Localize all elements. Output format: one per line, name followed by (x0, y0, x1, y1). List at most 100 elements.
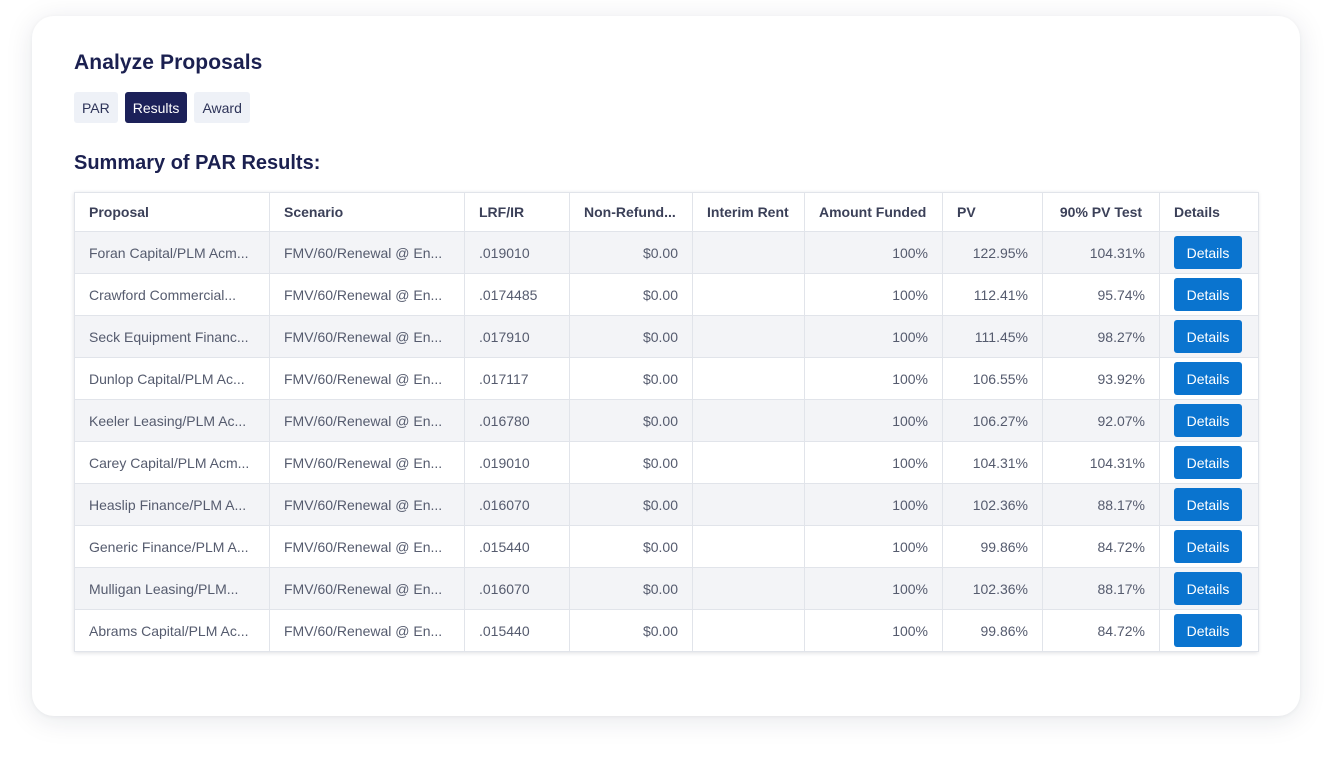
cell-amount-funded: 100% (804, 357, 943, 400)
cell-lrf-ir: .015440 (464, 525, 570, 568)
cell-details: Details (1159, 609, 1259, 652)
cell-amount-funded: 100% (804, 273, 943, 316)
cell-non-refundable: $0.00 (569, 525, 693, 568)
cell-details: Details (1159, 525, 1259, 568)
cell-proposal: Seck Equipment Financ... (74, 315, 270, 358)
cell-pv: 111.45% (942, 315, 1043, 358)
tab-bar: PAR Results Award (74, 92, 250, 123)
cell-lrf-ir: .019010 (464, 231, 570, 274)
cell-scenario: FMV/60/Renewal @ En... (269, 273, 465, 316)
table-row[interactable]: Foran Capital/PLM Acm... FMV/60/Renewal @… (74, 231, 1259, 274)
cell-pv-test: 88.17% (1042, 567, 1160, 610)
table-row[interactable]: Generic Finance/PLM A... FMV/60/Renewal @… (74, 525, 1259, 568)
details-button[interactable]: Details (1174, 530, 1242, 563)
cell-interim-rent (692, 231, 805, 274)
analyze-proposals-card: Analyze Proposals PAR Results Award Summ… (32, 16, 1300, 716)
cell-details: Details (1159, 231, 1259, 274)
cell-lrf-ir: .016780 (464, 399, 570, 442)
cell-non-refundable: $0.00 (569, 357, 693, 400)
cell-amount-funded: 100% (804, 609, 943, 652)
cell-proposal: Mulligan Leasing/PLM... (74, 567, 270, 610)
column-header-amount-funded[interactable]: Amount Funded (804, 192, 943, 232)
cell-details: Details (1159, 399, 1259, 442)
cell-interim-rent (692, 357, 805, 400)
details-button[interactable]: Details (1174, 320, 1242, 353)
cell-scenario: FMV/60/Renewal @ En... (269, 231, 465, 274)
column-header-non-refundable[interactable]: Non-Refund... (569, 192, 693, 232)
cell-pv-test: 104.31% (1042, 441, 1160, 484)
cell-proposal: Abrams Capital/PLM Ac... (74, 609, 270, 652)
details-button[interactable]: Details (1174, 404, 1242, 437)
cell-details: Details (1159, 357, 1259, 400)
table-row[interactable]: Keeler Leasing/PLM Ac... FMV/60/Renewal @… (74, 399, 1259, 442)
cell-pv: 102.36% (942, 483, 1043, 526)
cell-proposal: Keeler Leasing/PLM Ac... (74, 399, 270, 442)
cell-non-refundable: $0.00 (569, 399, 693, 442)
par-results-table: Proposal Scenario LRF/IR Non-Refund... I… (74, 192, 1259, 652)
cell-non-refundable: $0.00 (569, 441, 693, 484)
cell-interim-rent (692, 567, 805, 610)
cell-interim-rent (692, 441, 805, 484)
details-button[interactable]: Details (1174, 446, 1242, 479)
details-button[interactable]: Details (1174, 278, 1242, 311)
cell-lrf-ir: .017117 (464, 357, 570, 400)
tab-results[interactable]: Results (124, 92, 188, 123)
cell-pv-test: 92.07% (1042, 399, 1160, 442)
cell-interim-rent (692, 273, 805, 316)
section-title: Summary of PAR Results: (74, 152, 321, 174)
cell-lrf-ir: .019010 (464, 441, 570, 484)
cell-pv-test: 98.27% (1042, 315, 1160, 358)
details-button[interactable]: Details (1174, 488, 1242, 521)
cell-pv: 99.86% (942, 525, 1043, 568)
table-row[interactable]: Seck Equipment Financ... FMV/60/Renewal @… (74, 315, 1259, 358)
cell-scenario: FMV/60/Renewal @ En... (269, 441, 465, 484)
cell-details: Details (1159, 567, 1259, 610)
tab-par[interactable]: PAR (74, 92, 118, 123)
cell-pv: 106.27% (942, 399, 1043, 442)
details-button[interactable]: Details (1174, 572, 1242, 605)
cell-lrf-ir: .016070 (464, 483, 570, 526)
cell-pv: 104.31% (942, 441, 1043, 484)
table-row[interactable]: Carey Capital/PLM Acm... FMV/60/Renewal @… (74, 441, 1259, 484)
cell-scenario: FMV/60/Renewal @ En... (269, 567, 465, 610)
cell-lrf-ir: .015440 (464, 609, 570, 652)
cell-details: Details (1159, 315, 1259, 358)
cell-proposal: Carey Capital/PLM Acm... (74, 441, 270, 484)
details-button[interactable]: Details (1174, 362, 1242, 395)
table-row[interactable]: Crawford Commercial... FMV/60/Renewal @ E… (74, 273, 1259, 316)
column-header-proposal[interactable]: Proposal (74, 192, 270, 232)
cell-proposal: Foran Capital/PLM Acm... (74, 231, 270, 274)
cell-non-refundable: $0.00 (569, 315, 693, 358)
column-header-pv[interactable]: PV (942, 192, 1043, 232)
table-row[interactable]: Dunlop Capital/PLM Ac... FMV/60/Renewal @… (74, 357, 1259, 400)
column-header-lrf-ir[interactable]: LRF/IR (464, 192, 570, 232)
table-row[interactable]: Heaslip Finance/PLM A... FMV/60/Renewal @… (74, 483, 1259, 526)
column-header-scenario[interactable]: Scenario (269, 192, 465, 232)
column-header-interim-rent[interactable]: Interim Rent (692, 192, 805, 232)
cell-interim-rent (692, 483, 805, 526)
details-button[interactable]: Details (1174, 236, 1242, 269)
cell-pv: 99.86% (942, 609, 1043, 652)
cell-pv: 122.95% (942, 231, 1043, 274)
cell-proposal: Dunlop Capital/PLM Ac... (74, 357, 270, 400)
cell-amount-funded: 100% (804, 483, 943, 526)
cell-pv-test: 95.74% (1042, 273, 1160, 316)
cell-lrf-ir: .0174485 (464, 273, 570, 316)
tab-award[interactable]: Award (194, 92, 250, 123)
cell-scenario: FMV/60/Renewal @ En... (269, 399, 465, 442)
page-title: Analyze Proposals (74, 51, 263, 74)
cell-scenario: FMV/60/Renewal @ En... (269, 357, 465, 400)
table-row[interactable]: Abrams Capital/PLM Ac... FMV/60/Renewal @… (74, 609, 1259, 652)
cell-pv-test: 93.92% (1042, 357, 1160, 400)
details-button[interactable]: Details (1174, 614, 1242, 647)
cell-interim-rent (692, 609, 805, 652)
cell-amount-funded: 100% (804, 525, 943, 568)
cell-scenario: FMV/60/Renewal @ En... (269, 483, 465, 526)
cell-scenario: FMV/60/Renewal @ En... (269, 525, 465, 568)
table-row[interactable]: Mulligan Leasing/PLM... FMV/60/Renewal @ … (74, 567, 1259, 610)
column-header-pv-test[interactable]: 90% PV Test (1042, 192, 1160, 232)
cell-non-refundable: $0.00 (569, 231, 693, 274)
cell-pv: 102.36% (942, 567, 1043, 610)
cell-details: Details (1159, 273, 1259, 316)
column-header-details: Details (1159, 192, 1259, 232)
